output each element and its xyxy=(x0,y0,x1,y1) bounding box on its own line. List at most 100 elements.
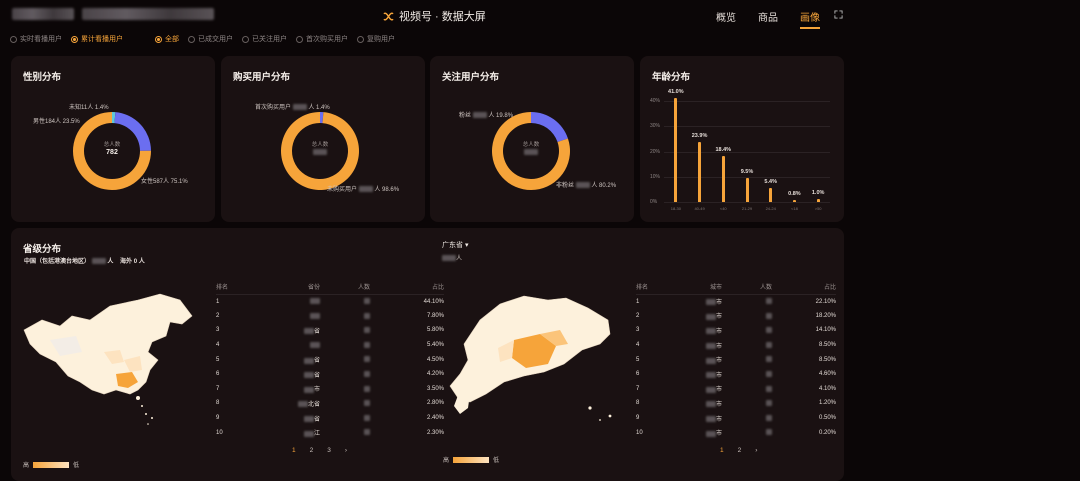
page-3[interactable]: 3 xyxy=(327,447,331,454)
region-name-cell xyxy=(256,338,320,353)
region-name-cell xyxy=(256,294,320,309)
age-bar-value: 1.0% xyxy=(811,190,825,197)
y-tick-label: 40% xyxy=(650,98,661,104)
table-row: 6 省 4.20% xyxy=(216,367,444,382)
main-nav: 概览 商品 画像 xyxy=(716,9,820,29)
legend-low: 低 xyxy=(73,463,80,469)
col-share: 占比 xyxy=(772,280,836,295)
rank-cell: 2 xyxy=(216,312,220,319)
purchase-label-non: 未购买用户 人 98.6% xyxy=(327,186,400,193)
share-cell: 18.20% xyxy=(815,312,836,319)
age-title: 年龄分布 xyxy=(652,72,691,83)
count-cell xyxy=(722,367,772,382)
filter-bar: 实时看播用户 累计看播用户 全部 已成交用户 已关注用户 首次购买用户 复购用户 xyxy=(10,34,395,44)
rank-cell: 5 xyxy=(216,356,220,363)
follow-title: 关注用户分布 xyxy=(442,72,500,83)
nav-overview[interactable]: 概览 xyxy=(716,13,736,24)
gender-title: 性别分布 xyxy=(23,72,62,83)
next-page-button[interactable]: › xyxy=(755,447,758,454)
filter-all[interactable]: 全部 xyxy=(155,34,179,44)
filter-buyers[interactable]: 已成交用户 xyxy=(188,34,233,44)
app-title-text: 视频号 · 数据大屏 xyxy=(399,11,486,23)
share-cell: 1.20% xyxy=(818,400,836,407)
follow-donut xyxy=(492,112,570,190)
y-tick-label: 0% xyxy=(650,199,658,205)
filter-first-buyers[interactable]: 首次购买用户 xyxy=(296,34,348,44)
region-name-cell: 市 xyxy=(256,382,320,397)
filter-realtime-viewers[interactable]: 实时看播用户 xyxy=(10,34,62,44)
region-name-cell: 市 xyxy=(676,309,722,324)
filter-cumulative-viewers[interactable]: 累计看播用户 xyxy=(71,34,123,44)
table-row: 5 省 4.50% xyxy=(216,352,444,367)
table-row: 7 市 4.10% xyxy=(636,382,836,397)
count-cell xyxy=(320,367,370,382)
rank-cell: 1 xyxy=(216,298,220,305)
share-cell: 2.30% xyxy=(426,429,444,436)
province-pager: 1 2 3 › xyxy=(292,447,347,454)
age-bar-value: 41.0% xyxy=(668,89,684,96)
y-tick-label: 10% xyxy=(650,173,661,180)
gender-total-label: 总人数 xyxy=(103,142,121,148)
count-cell xyxy=(722,323,772,338)
page-1[interactable]: 1 xyxy=(292,447,296,454)
share-cell: 8.50% xyxy=(818,356,836,363)
table-row: 3 省 5.80% xyxy=(216,323,444,338)
col-city: 城市 xyxy=(676,280,722,295)
age-bar xyxy=(769,188,773,202)
rank-cell: 9 xyxy=(216,415,220,422)
nav-products[interactable]: 商品 xyxy=(758,13,778,24)
region-name-cell: 省 xyxy=(256,323,320,338)
page-2[interactable]: 2 xyxy=(309,447,314,454)
pie-slice-0 xyxy=(112,112,116,124)
filter-followers[interactable]: 已关注用户 xyxy=(242,34,287,44)
age-bar-value: 9.5% xyxy=(740,169,754,175)
gridline xyxy=(664,176,830,178)
age-bar xyxy=(721,155,725,202)
table-row: 4 市 8.50% xyxy=(636,338,836,353)
gender-label-female: 女性587人 75.1% xyxy=(141,179,188,185)
count-cell xyxy=(320,294,370,309)
fullscreen-icon[interactable] xyxy=(834,10,843,19)
next-page-button[interactable]: › xyxy=(344,447,348,454)
legend-high: 高 xyxy=(23,463,30,469)
count-cell xyxy=(320,352,370,367)
province-summary: 中国（包括港澳台地区） 人 海外 0 人 xyxy=(24,258,145,265)
rank-cell: 9 xyxy=(636,415,640,422)
purchase-donut xyxy=(281,112,360,191)
table-row: 1 市 22.10% xyxy=(636,294,836,309)
page-1[interactable]: 1 xyxy=(720,447,724,454)
table-row: 9 市 0.50% xyxy=(636,411,836,426)
age-bar-value: 5.4% xyxy=(764,179,777,186)
age-bar xyxy=(792,199,796,202)
table-row: 3 市 14.10% xyxy=(636,323,836,338)
count-cell xyxy=(722,309,772,324)
rank-cell: 6 xyxy=(216,371,220,378)
age-x-tick: <18 xyxy=(791,206,798,211)
count-cell xyxy=(320,309,370,324)
region-name-cell: 市 xyxy=(676,382,722,397)
page-2[interactable]: 2 xyxy=(737,447,742,454)
age-bar-chart: 40% 30% 20% 10% 0% 41.0% 18-30 23.9% 40-49 18.4% <… xyxy=(640,56,844,222)
share-cell: 4.50% xyxy=(426,356,444,363)
table-row: 2 市 18.20% xyxy=(636,309,836,324)
follow-total-label: 总人数 xyxy=(522,142,540,148)
age-x-tick: >50 xyxy=(814,206,822,211)
share-cell: 5.80% xyxy=(426,327,444,334)
city-summary: 人 xyxy=(442,253,462,262)
filter-repeat-buyers[interactable]: 复购用户 xyxy=(357,34,395,44)
pie-slice-0 xyxy=(531,112,568,143)
age-bar xyxy=(674,98,678,202)
region-name-cell: 市 xyxy=(676,411,722,426)
follow-label-non-fans: 非粉丝 人 80.2% xyxy=(556,182,617,189)
region-name-cell: 市 xyxy=(676,367,722,382)
rank-cell: 4 xyxy=(216,342,220,349)
rank-cell: 8 xyxy=(216,400,220,407)
region-name-cell xyxy=(256,309,320,324)
table-row: 8 市 1.20% xyxy=(636,396,836,411)
province-legend: 高 低 xyxy=(23,460,79,469)
legend-gradient xyxy=(453,456,490,463)
share-cell: 4.60% xyxy=(818,371,836,378)
share-cell: 7.80% xyxy=(426,312,444,319)
nav-profile[interactable]: 画像 xyxy=(800,9,820,29)
count-cell xyxy=(722,352,772,367)
